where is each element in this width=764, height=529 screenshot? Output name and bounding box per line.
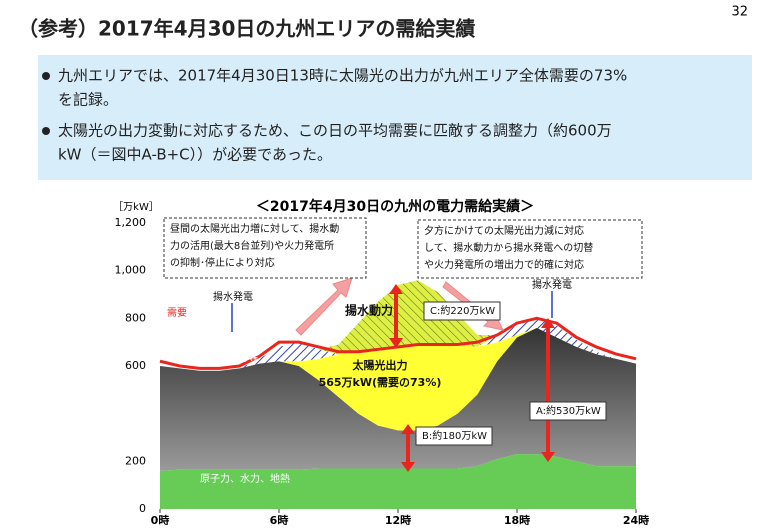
annotation: 揚水動力 xyxy=(345,303,393,318)
x-tick-label: 12時 xyxy=(385,513,411,525)
bullet-text: kW（＝図中A-B+C））が必要であった。 xyxy=(58,146,332,164)
arrow-head xyxy=(401,424,415,472)
y-axis-label: ［万kW］ xyxy=(113,201,159,213)
area xyxy=(160,454,636,509)
summary-box xyxy=(38,55,752,180)
annotation: 昼間の太陽光出力増に対して、揚水動 xyxy=(170,222,339,235)
chart: ＜2017年4月30日の九州の電力需給実績＞ ［万kW］ 0 200 600 800 1… xyxy=(113,198,649,527)
annotation: 太陽光出力 xyxy=(352,358,408,372)
callout-box xyxy=(417,219,643,279)
annotation: や火力発電所の増出力で的確に対応 xyxy=(424,258,584,271)
chart-title: ＜2017年4月30日の九州の電力需給実績＞ xyxy=(256,198,534,215)
annotation: B:約180万kW xyxy=(422,429,487,442)
y-tick-label: 800 xyxy=(125,311,146,324)
bullet-dot xyxy=(42,127,50,135)
x-tick-label: 0時 xyxy=(151,513,170,525)
annotation: 揚水発電 xyxy=(532,278,572,291)
annotation: 565万kW(需要の73%) xyxy=(319,376,442,389)
area xyxy=(160,318,636,371)
y-tick-label: 600 xyxy=(125,359,146,372)
demand-line xyxy=(159,316,637,370)
bullet-dot xyxy=(42,72,50,80)
annotation: 需要 xyxy=(167,307,187,319)
x-tick-label: 6時 xyxy=(270,513,289,525)
annotation: 火力等 xyxy=(228,351,258,364)
annotation: A:約530万kW xyxy=(536,404,601,417)
y-tick-label: 1,200 xyxy=(115,216,147,229)
annotation: の抑制･停止により対応 xyxy=(170,256,275,269)
annotation: 揚水発電 xyxy=(213,290,253,303)
callout-box xyxy=(415,426,493,446)
y-tick-label: 1,000 xyxy=(115,264,147,277)
bullets: 九州エリアでは、2017年4月30日13時に太陽光の出力が九州エリア全体需要の7… xyxy=(42,67,627,164)
area xyxy=(160,327,636,471)
bullet-text: 太陽光の出力変動に対応するため、この日の平均需要に匹敵する調整力（約600万 xyxy=(58,122,612,140)
annotation: 力の活用(最大8台並列)や火力発電所 xyxy=(170,239,334,252)
callout-box xyxy=(163,217,367,279)
y-tick-label: 0 xyxy=(139,502,146,515)
annotation: 原子力、水力、地熱 xyxy=(200,472,290,485)
page-number: 32 xyxy=(731,5,748,20)
x-tick-label: 18時 xyxy=(504,513,530,525)
annotation: 夕方にかけての太陽光出力減に対応 xyxy=(424,224,584,237)
bullet-text: 九州エリアでは、2017年4月30日13時に太陽光の出力が九州エリア全体需要の7… xyxy=(58,67,627,85)
annotation: して、揚水動力から揚水発電への切替 xyxy=(424,241,593,254)
y-tick-label: 200 xyxy=(125,454,146,467)
callout-box xyxy=(529,401,607,421)
area xyxy=(160,327,636,431)
slide-title: （参考）2017年4月30日の九州エリアの需給実績 xyxy=(18,17,475,41)
trend-arrow xyxy=(295,277,353,336)
bullet-text: を記録。 xyxy=(58,91,118,109)
x-tick-label: 24時 xyxy=(623,513,649,525)
annotation: C:約220万kW xyxy=(430,304,495,317)
callout-box xyxy=(423,301,501,321)
